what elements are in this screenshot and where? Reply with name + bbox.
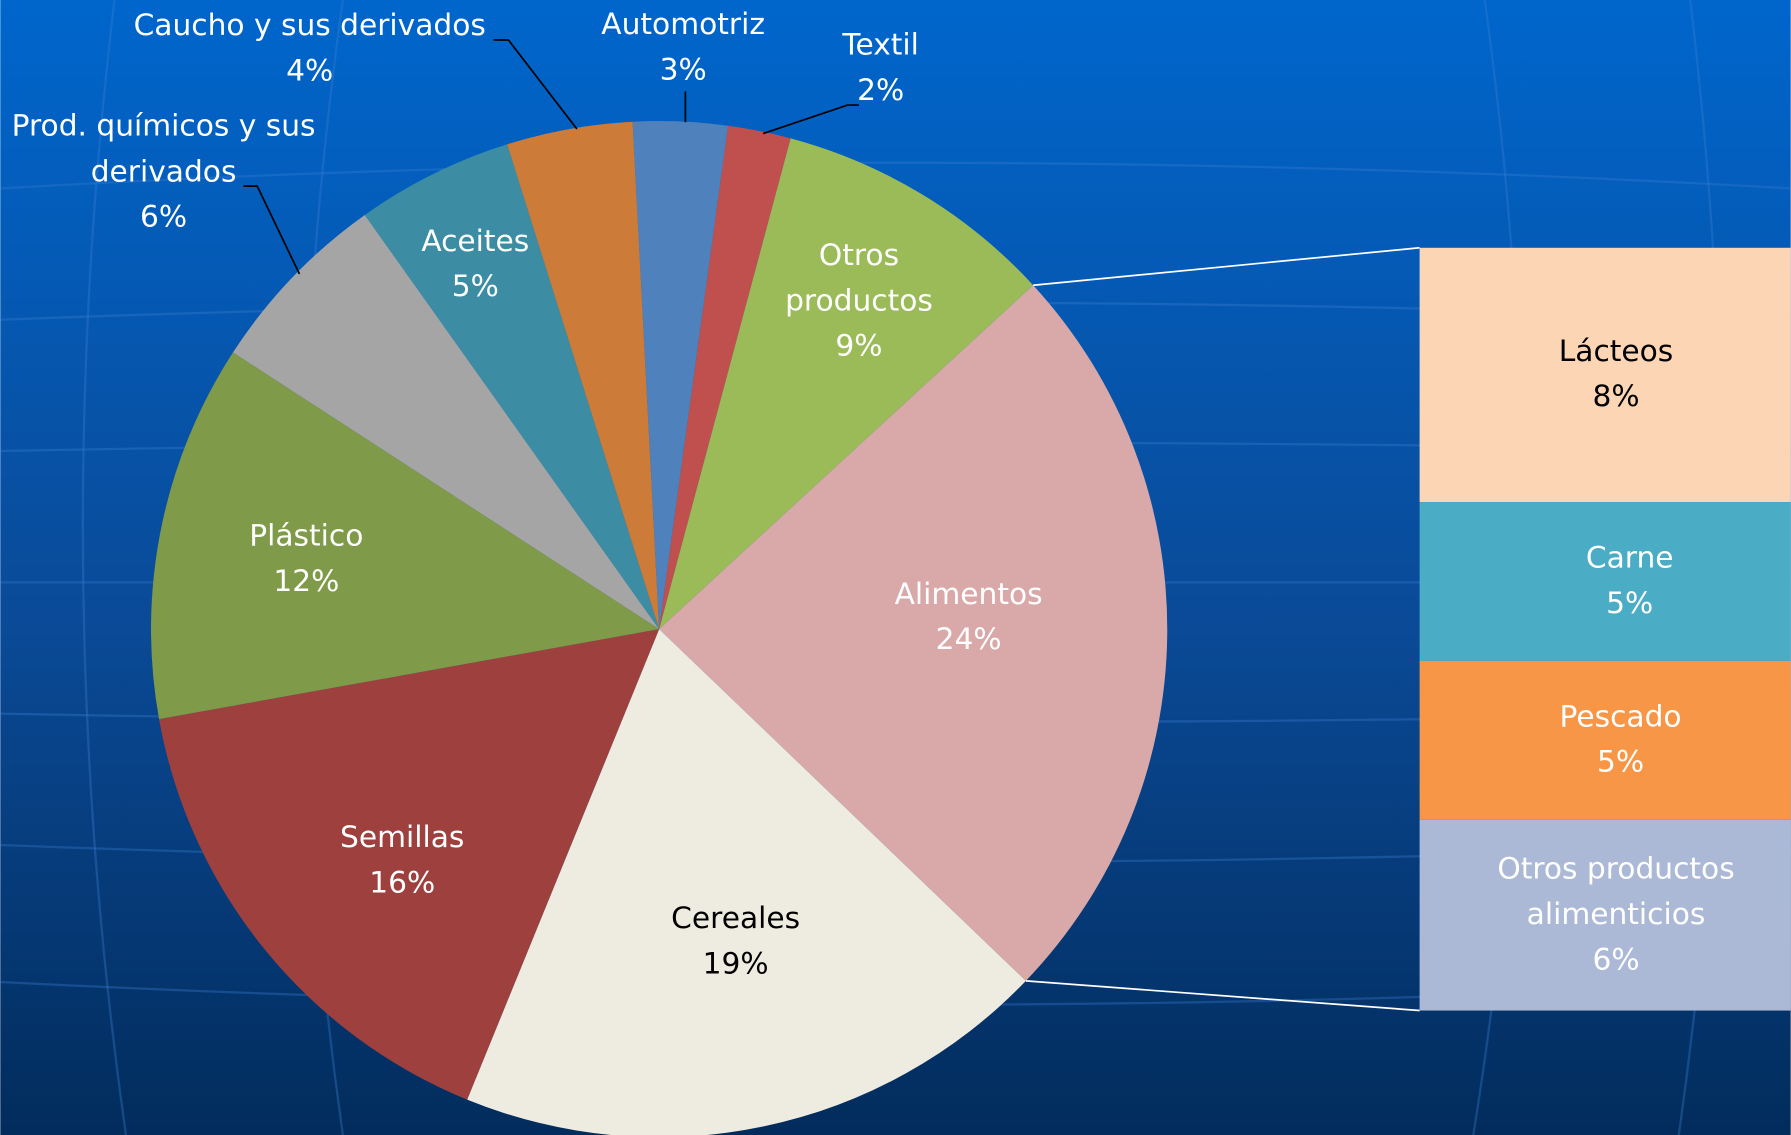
slice-label: Alimentos	[895, 575, 1043, 610]
connector-line	[1025, 980, 1420, 1012]
value-label: 8%	[1592, 378, 1639, 413]
bar-segment	[1419, 819, 1791, 1011]
pie-slice	[151, 352, 660, 720]
value-label: 16%	[369, 864, 435, 899]
slice-label: Cereales	[671, 900, 800, 935]
bar-segment	[1419, 660, 1791, 820]
pie-slice	[659, 285, 1168, 981]
value-label: 19%	[703, 945, 769, 980]
pie-slice	[659, 138, 1034, 630]
leader-line	[762, 104, 859, 135]
pie-slice	[507, 121, 660, 630]
slice-label: Caucho y sus derivados	[134, 7, 486, 42]
value-label: 12%	[273, 563, 339, 598]
value-label: 3%	[660, 51, 707, 86]
value-label: 9%	[835, 328, 882, 363]
slice-label: Otros productos alimenticios	[1497, 850, 1734, 931]
pie-slice	[632, 121, 729, 630]
connector-line	[1033, 246, 1420, 287]
slice-label: Carne	[1586, 539, 1674, 574]
pie-slice	[659, 125, 791, 630]
pie-slice	[232, 214, 660, 630]
slice-label: Semillas	[340, 819, 464, 854]
slice-label: Otros productos	[785, 236, 933, 317]
value-label: 4%	[286, 52, 333, 87]
value-label: 2%	[857, 72, 904, 107]
value-label: 24%	[936, 621, 1002, 656]
slice-label: Pescado	[1560, 698, 1682, 733]
value-label: 6%	[1592, 941, 1639, 976]
value-label: 5%	[1597, 744, 1644, 779]
slice-label: Lácteos	[1559, 333, 1674, 368]
slice-label: Plástico	[249, 517, 363, 552]
slice-label: Prod. químicos y sus derivados	[12, 107, 316, 188]
pie-slice	[159, 629, 660, 1100]
leader-line	[493, 39, 578, 130]
leader-line	[243, 185, 301, 275]
value-label: 6%	[140, 199, 187, 234]
value-label: 5%	[1606, 585, 1653, 620]
pie-slice	[364, 144, 660, 630]
bar-segment	[1419, 247, 1791, 503]
value-label: 5%	[452, 268, 499, 303]
slice-label: Textil	[841, 26, 919, 61]
bar-segment	[1419, 502, 1791, 661]
slice-label: Automotriz	[601, 6, 765, 41]
slice-label: Aceites	[421, 223, 529, 258]
pie-slice	[467, 629, 1026, 1135]
